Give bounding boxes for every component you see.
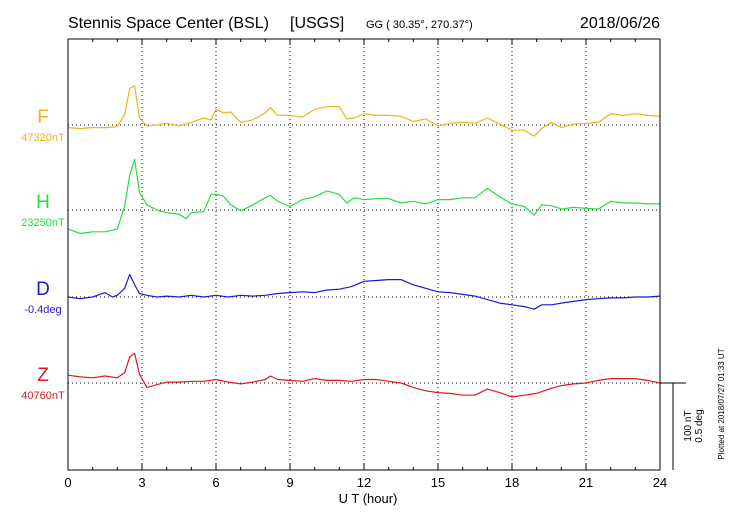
series-d-line xyxy=(67,273,661,310)
series-h-line xyxy=(67,158,660,235)
x-tick-label: 9 xyxy=(286,475,293,490)
x-tick-label: 12 xyxy=(357,475,371,490)
series-f-line xyxy=(67,85,661,137)
scale-nt-label: 100 nT xyxy=(683,410,694,441)
series-z-line xyxy=(67,352,661,398)
series-h-label: H xyxy=(36,192,50,213)
series-z-baseline-label: 40760nT xyxy=(21,390,65,402)
x-axis: 0 3 6 9 12 15 18 21 24 xyxy=(64,39,667,490)
x-axis-title: U T (hour) xyxy=(339,491,398,506)
x-tick-label: 15 xyxy=(431,475,445,490)
x-tick-label: 3 xyxy=(138,475,145,490)
station-title: Stennis Space Center (BSL) xyxy=(68,15,269,32)
x-tick-label: 0 xyxy=(64,475,71,490)
series-z-label: Z xyxy=(37,365,49,386)
series-h-baseline-label: 23250nT xyxy=(21,217,65,229)
scale-deg-label: 0.5 deg xyxy=(694,409,705,442)
grid xyxy=(68,39,660,470)
plotted-timestamp: Plotted at 2018/07/27 01:33 UT xyxy=(717,348,726,459)
geographic-coords: GG ( 30.35°, 270.37°) xyxy=(366,19,473,31)
date-label: 2018/06/26 xyxy=(580,15,660,32)
series-d-label: D xyxy=(36,279,50,300)
source-tag: [USGS] xyxy=(290,15,344,32)
series-layer: F 47320nT H 23250nT D -0.4deg Z 40760nT xyxy=(21,85,661,402)
series-d-baseline-label: -0.4deg xyxy=(24,304,61,316)
series-f-baseline-label: 47320nT xyxy=(21,132,65,144)
scale-bar: 100 nT 0.5 deg xyxy=(660,382,705,470)
x-tick-label: 18 xyxy=(505,475,519,490)
series-f-label: F xyxy=(37,107,49,128)
x-tick-label: 21 xyxy=(579,475,593,490)
x-tick-label: 6 xyxy=(212,475,219,490)
x-tick-label: 24 xyxy=(653,475,667,490)
